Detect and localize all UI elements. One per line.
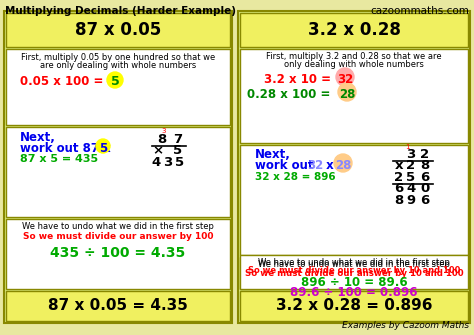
Circle shape (338, 83, 356, 101)
Text: x: x (395, 159, 403, 172)
Circle shape (96, 139, 110, 153)
Bar (6, 291, 230, 321)
Text: We have to undo what we did in the first step: We have to undo what we did in the first… (22, 222, 214, 231)
Text: 3.2 x 0.28 = 0.896: 3.2 x 0.28 = 0.896 (276, 298, 432, 314)
Text: 1: 1 (405, 144, 409, 150)
Text: ×: × (153, 144, 164, 157)
Text: 4: 4 (151, 156, 161, 169)
Text: 5: 5 (406, 171, 416, 184)
Circle shape (334, 154, 352, 172)
Text: Multiplying Decimals (Harder Example): Multiplying Decimals (Harder Example) (5, 6, 236, 16)
Bar (4, 11, 232, 323)
Text: are only dealing with whole numbers: are only dealing with whole numbers (40, 61, 196, 70)
Text: 87 x 5 = 435: 87 x 5 = 435 (20, 154, 98, 164)
Text: work out 87 x: work out 87 x (20, 142, 115, 155)
Text: First, multiply 3.2 and 0.28 so that we are: First, multiply 3.2 and 0.28 so that we … (266, 52, 442, 61)
Text: 8: 8 (420, 159, 429, 172)
Text: Next,: Next, (20, 131, 56, 144)
Text: 3.2 x 0.28: 3.2 x 0.28 (308, 21, 401, 39)
Text: 9: 9 (406, 194, 416, 207)
Text: First, multiply 0.05 by one hundred so that we: First, multiply 0.05 by one hundred so t… (21, 53, 215, 62)
Text: We have to undo what we did in the first step: We have to undo what we did in the first… (258, 260, 450, 269)
Text: 2: 2 (420, 148, 429, 161)
Text: 3: 3 (406, 148, 416, 161)
Text: cazoommaths.com: cazoommaths.com (370, 6, 469, 16)
Text: Examples by Cazoom Maths: Examples by Cazoom Maths (342, 321, 469, 330)
Text: We have to undo what we did in the first step: We have to undo what we did in the first… (258, 258, 450, 267)
Text: 6: 6 (420, 194, 429, 207)
Text: 896 ÷ 10 = 89.6: 896 ÷ 10 = 89.6 (301, 276, 407, 289)
Text: only dealing with whole numbers: only dealing with whole numbers (284, 60, 424, 69)
Text: 2: 2 (406, 159, 416, 172)
Text: 6: 6 (394, 182, 404, 195)
Text: 0.05 x 100 =: 0.05 x 100 = (20, 75, 108, 88)
Text: 28: 28 (339, 88, 355, 101)
Text: 0.28 x 100 =: 0.28 x 100 = (247, 88, 335, 101)
Bar (240, 255, 468, 289)
Text: 435 ÷ 100 = 4.35: 435 ÷ 100 = 4.35 (50, 246, 186, 260)
Text: 87 x 0.05: 87 x 0.05 (75, 21, 161, 39)
Text: 32: 32 (337, 73, 353, 86)
Bar (6, 127, 230, 217)
Text: 8: 8 (394, 194, 404, 207)
Text: So we must divide our answer by 10 and 100: So we must divide our answer by 10 and 1… (245, 269, 463, 278)
Bar (6, 219, 230, 289)
Text: 5: 5 (175, 156, 184, 169)
Text: 6: 6 (420, 171, 429, 184)
Text: 32: 32 (307, 159, 323, 172)
Text: 3: 3 (162, 128, 166, 134)
Bar (240, 257, 468, 289)
Circle shape (336, 68, 354, 86)
Bar (240, 49, 468, 143)
Bar (240, 291, 468, 321)
Bar (238, 11, 470, 323)
Text: So we must divide our answer by 10 and 100: So we must divide our answer by 10 and 1… (248, 266, 460, 275)
Text: 87 x 0.05 = 4.35: 87 x 0.05 = 4.35 (48, 298, 188, 314)
Text: 32 x 28 = 896: 32 x 28 = 896 (255, 172, 336, 182)
Text: 5: 5 (99, 142, 107, 155)
Text: 5: 5 (173, 144, 182, 157)
Text: 0: 0 (420, 182, 429, 195)
Text: 5: 5 (110, 75, 119, 88)
Text: 89.6 ÷ 100 = 0.896: 89.6 ÷ 100 = 0.896 (290, 286, 418, 299)
Bar (6, 49, 230, 125)
Text: 3.2 x 10 =: 3.2 x 10 = (264, 73, 335, 86)
Text: So we must divide our answer by 100: So we must divide our answer by 100 (23, 232, 213, 241)
Text: work out: work out (255, 159, 318, 172)
Text: 28: 28 (335, 159, 351, 172)
Bar (240, 145, 468, 255)
Circle shape (107, 72, 123, 88)
Text: Next,: Next, (255, 148, 291, 161)
Text: 7: 7 (173, 133, 182, 146)
Text: 3: 3 (164, 156, 173, 169)
Bar (6, 13, 230, 47)
Text: 4: 4 (406, 182, 416, 195)
Bar (240, 13, 468, 47)
Text: 2: 2 (394, 171, 403, 184)
Text: x: x (322, 159, 338, 172)
Text: 8: 8 (157, 133, 167, 146)
